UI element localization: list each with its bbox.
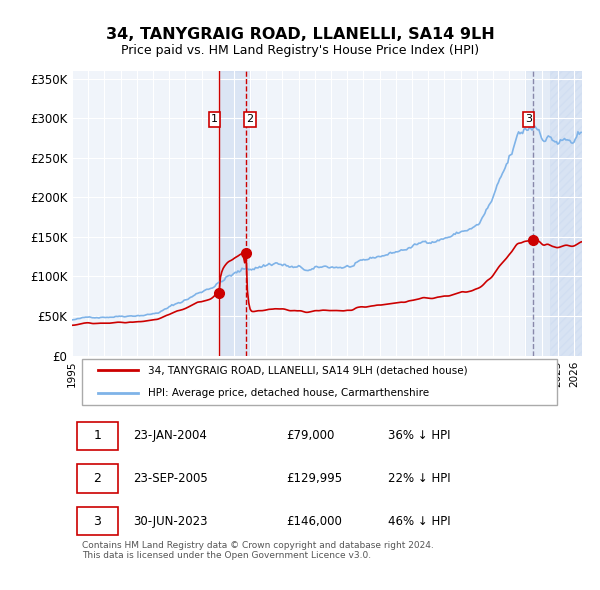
- Text: 34, TANYGRAIG ROAD, LLANELLI, SA14 9LH (detached house): 34, TANYGRAIG ROAD, LLANELLI, SA14 9LH (…: [149, 365, 468, 375]
- Text: 36% ↓ HPI: 36% ↓ HPI: [388, 430, 451, 442]
- Text: 30-JUN-2023: 30-JUN-2023: [133, 514, 208, 527]
- Text: Price paid vs. HM Land Registry's House Price Index (HPI): Price paid vs. HM Land Registry's House …: [121, 44, 479, 57]
- FancyBboxPatch shape: [77, 464, 118, 493]
- Text: 34, TANYGRAIG ROAD, LLANELLI, SA14 9LH: 34, TANYGRAIG ROAD, LLANELLI, SA14 9LH: [106, 27, 494, 41]
- Text: 46% ↓ HPI: 46% ↓ HPI: [388, 514, 451, 527]
- FancyBboxPatch shape: [77, 422, 118, 450]
- FancyBboxPatch shape: [77, 507, 118, 536]
- Text: 23-JAN-2004: 23-JAN-2004: [133, 430, 207, 442]
- Bar: [526, 71, 582, 356]
- Bar: [550, 71, 582, 356]
- Text: 3: 3: [525, 114, 532, 124]
- Text: Contains HM Land Registry data © Crown copyright and database right 2024.
This d: Contains HM Land Registry data © Crown c…: [82, 541, 434, 560]
- Text: HPI: Average price, detached house, Carmarthenshire: HPI: Average price, detached house, Carm…: [149, 388, 430, 398]
- Text: £79,000: £79,000: [286, 430, 335, 442]
- Text: £146,000: £146,000: [286, 514, 342, 527]
- FancyBboxPatch shape: [82, 359, 557, 405]
- Text: 3: 3: [94, 514, 101, 527]
- Text: 22% ↓ HPI: 22% ↓ HPI: [388, 472, 451, 485]
- Text: 23-SEP-2005: 23-SEP-2005: [133, 472, 208, 485]
- Text: 1: 1: [94, 430, 101, 442]
- Text: 1: 1: [211, 114, 218, 124]
- Text: 2: 2: [94, 472, 101, 485]
- Text: 2: 2: [247, 114, 254, 124]
- Text: £129,995: £129,995: [286, 472, 343, 485]
- Bar: [218, 71, 250, 356]
